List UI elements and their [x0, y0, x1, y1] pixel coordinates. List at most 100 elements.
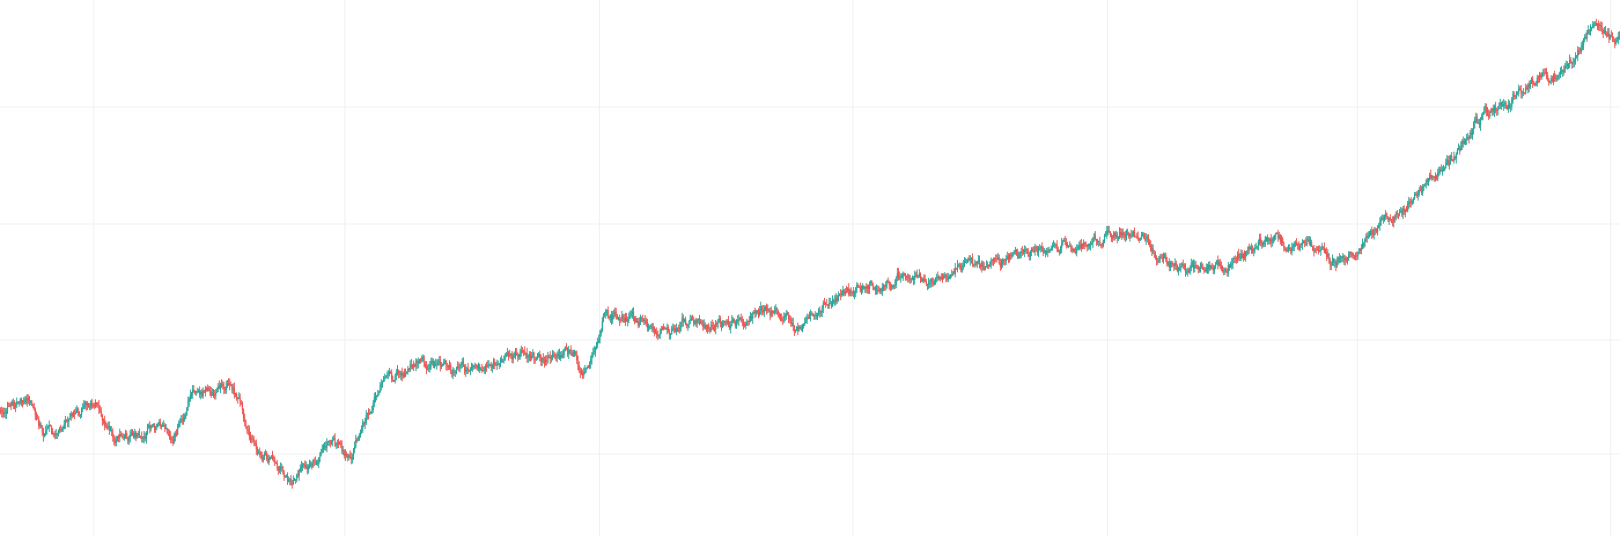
candle-body-down [1203, 269, 1205, 271]
candle-body-down [1545, 72, 1548, 76]
candle-body-down [1284, 247, 1286, 249]
candle-body-down [74, 413, 76, 414]
candle-body-down [971, 257, 974, 265]
candle-body-down [1168, 261, 1170, 268]
candle-body-up [1461, 141, 1463, 147]
candle-body-down [222, 383, 224, 386]
candle-body-down [619, 318, 621, 321]
candle-body-down [227, 383, 230, 385]
candle-body-up [376, 395, 378, 397]
candle-body-down [274, 459, 276, 463]
candle-body-up [1342, 256, 1344, 258]
candle-body-down [748, 321, 750, 322]
candle-body-up [1380, 219, 1382, 222]
candle-body-up [1264, 237, 1266, 242]
candle-body-down [625, 317, 628, 322]
candle-body-up [472, 365, 474, 368]
candle-body-up [1113, 232, 1115, 238]
candle-body-down [100, 411, 102, 417]
candle-body-down [1585, 36, 1587, 39]
candle-body-down [1555, 77, 1557, 80]
candle-body-up [1376, 227, 1379, 232]
candle-body-down [196, 391, 198, 393]
candle-body-down [256, 449, 259, 453]
candle-body-down [450, 364, 452, 371]
candle-body-up [1464, 139, 1467, 141]
candle-body-up [1029, 251, 1032, 257]
candle-body-up [1483, 108, 1485, 113]
candle-body-up [355, 439, 357, 447]
candle-body-down [345, 454, 348, 455]
candle-body-up [918, 273, 920, 277]
candle-body-up [1346, 258, 1349, 261]
candle-body-up [997, 257, 999, 259]
candle-body-up [669, 334, 672, 335]
candle-body-up [186, 408, 188, 415]
candle-body-down [118, 436, 120, 438]
candle-body-up [84, 401, 86, 406]
candle-body-down [282, 466, 284, 473]
candle-body-up [1273, 235, 1276, 240]
candle-body-up [643, 319, 645, 321]
candle-body-up [544, 360, 547, 363]
candle-body-down [850, 290, 852, 292]
candle-body-up [1473, 123, 1475, 130]
candle-body-down [646, 323, 649, 328]
candle-body-up [58, 428, 61, 431]
candle-body-up [967, 258, 969, 260]
candle-body-down [1560, 70, 1563, 72]
candle-body-up [900, 277, 902, 279]
candle-body-up [1586, 34, 1588, 39]
candle-body-down [607, 310, 609, 317]
candle-body-up [531, 356, 533, 359]
candle-body-up [342, 449, 344, 451]
candle-body-up [679, 326, 681, 331]
candle-body-down [1317, 250, 1320, 252]
candle-body-down [1027, 250, 1029, 255]
candle-body-up [158, 421, 160, 424]
candle-body-down [1120, 232, 1122, 236]
candle-body-up [1367, 236, 1369, 238]
candle-body-up [520, 350, 522, 353]
candle-body-up [586, 367, 588, 369]
candle-body-down [89, 406, 91, 408]
candle-body-up [1529, 82, 1531, 88]
candle-body-down [1392, 221, 1394, 223]
candle-body-up [148, 425, 150, 428]
candle-body-up [1482, 112, 1484, 116]
candle-body-down [578, 365, 580, 372]
candle-body-up [1254, 247, 1256, 249]
candle-body-down [1613, 38, 1615, 40]
candle-body-up [690, 318, 692, 320]
candle-body-up [1418, 189, 1420, 194]
candle-body-up [438, 360, 440, 362]
candle-body-down [526, 353, 528, 358]
candle-body-down [1111, 237, 1114, 239]
candle-body-up [415, 360, 417, 367]
candle-body-up [179, 421, 181, 424]
candle-body-down [21, 402, 24, 404]
candle-body-up [284, 475, 286, 477]
candle-body-down [120, 433, 122, 436]
candle-body-up [613, 311, 615, 315]
candle-body-up [369, 413, 371, 415]
candle-body-down [833, 300, 835, 303]
candle-body-up [701, 322, 703, 324]
candle-body-up [1564, 67, 1566, 73]
candle-body-down [451, 370, 453, 375]
candle-body-down [212, 392, 215, 395]
candle-body-up [562, 354, 564, 358]
candle-body-down [1064, 239, 1066, 243]
candle-body-up [381, 381, 384, 385]
candle-body-down [1597, 24, 1600, 26]
candle-body-up [320, 451, 322, 455]
candle-body-down [716, 323, 718, 325]
candle-body-down [2, 412, 4, 415]
candle-body-down [273, 457, 275, 460]
candle-body-up [1385, 213, 1387, 217]
candle-body-down [138, 432, 141, 437]
candle-body-down [25, 399, 27, 403]
candle-body-down [1036, 247, 1038, 253]
candle-body-up [455, 368, 458, 373]
candle-body-up [641, 317, 643, 319]
